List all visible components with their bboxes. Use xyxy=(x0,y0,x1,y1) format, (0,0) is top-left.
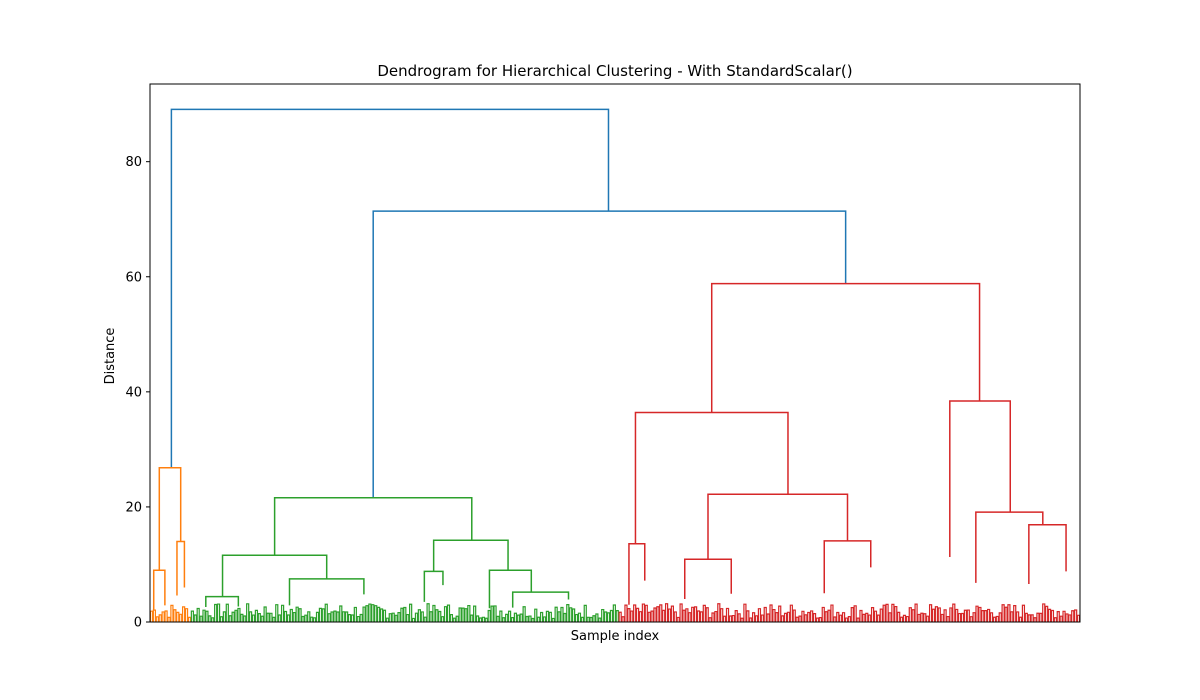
dendrogram-link xyxy=(170,108,610,468)
y-tick-label: 20 xyxy=(125,500,142,515)
dendrogram-link xyxy=(823,540,872,594)
dendrogram-link xyxy=(432,539,509,572)
dendrogram-link xyxy=(710,282,981,413)
dendrogram-link xyxy=(176,540,186,596)
dendrogram-link xyxy=(288,578,365,606)
dendrogram-link xyxy=(949,400,1011,557)
dendrogram-link xyxy=(423,570,444,602)
x-axis-label: Sample index xyxy=(571,629,660,644)
leaf-stubs xyxy=(149,603,1081,622)
y-axis: 0 20 40 60 80 xyxy=(125,155,150,631)
dendrogram-link xyxy=(684,558,732,599)
dendrogram-link xyxy=(372,210,847,498)
dendrogram-link xyxy=(152,569,166,611)
y-axis-label: Distance xyxy=(103,328,118,385)
plot-frame xyxy=(149,83,1081,623)
y-tick-label: 80 xyxy=(125,155,142,170)
dendrogram-link xyxy=(488,569,533,609)
dendrogram-link xyxy=(158,467,182,571)
dendrogram-link xyxy=(975,511,1044,583)
dendrogram-link xyxy=(221,554,328,597)
dendrogram-link xyxy=(707,493,849,560)
dendrogram-links xyxy=(152,108,1067,611)
leaf-cluster-stubs xyxy=(149,604,192,622)
chart-title: Dendrogram for Hierarchical Clustering -… xyxy=(377,62,852,80)
y-tick-label: 0 xyxy=(134,616,142,631)
dendrogram-link xyxy=(634,411,789,544)
dendrogram-link xyxy=(205,595,240,608)
leaf-cluster-stubs xyxy=(618,603,1081,622)
y-tick-label: 60 xyxy=(125,270,142,285)
dendrogram-link xyxy=(511,591,570,608)
dendrogram-link xyxy=(273,496,473,556)
dendrogram-link xyxy=(1028,524,1067,585)
y-tick-label: 40 xyxy=(125,385,142,400)
leaf-cluster-stubs xyxy=(190,603,619,622)
dendrogram-link xyxy=(628,542,646,605)
